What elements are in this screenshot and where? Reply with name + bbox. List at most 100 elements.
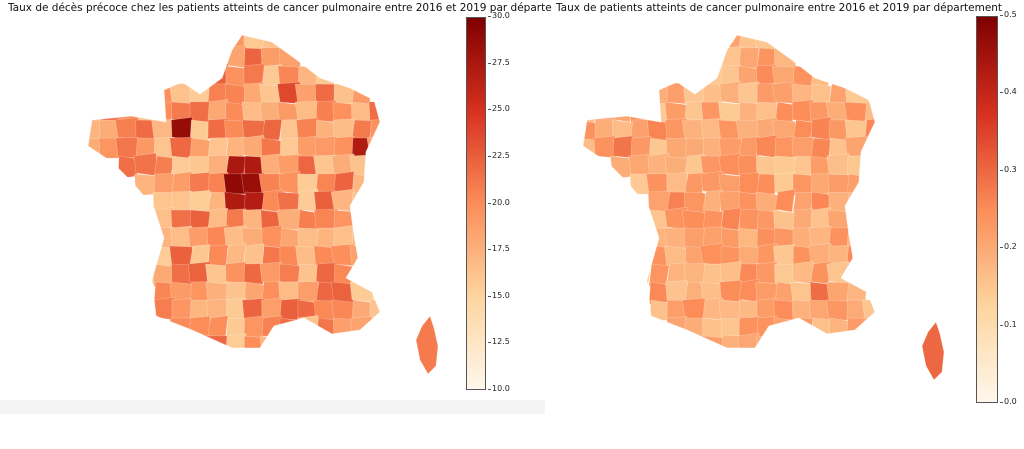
department-region <box>720 207 742 231</box>
department-region <box>864 134 875 159</box>
department-region <box>665 279 689 303</box>
department-region <box>844 83 870 106</box>
department-region <box>351 261 373 285</box>
colorbar-tick: 0.1 <box>1000 319 1017 329</box>
colorbar-tick: 20.0 <box>488 197 510 207</box>
department-region <box>153 173 175 195</box>
department-region <box>259 335 285 348</box>
department-region <box>792 155 814 178</box>
colorbar-tick: 15.0 <box>488 290 510 300</box>
department-region <box>846 191 868 216</box>
department-region <box>612 99 634 123</box>
department-region <box>261 315 283 339</box>
department-region <box>666 172 688 195</box>
department-region <box>702 63 724 87</box>
department-region <box>792 317 814 339</box>
department-region <box>810 317 832 341</box>
colorbar-early-death: 10.0 12.5 15.0 17.5 20.0 22.5 25.0 27.5 … <box>466 11 526 393</box>
department-region <box>846 280 868 303</box>
france-map-early-death <box>87 34 439 375</box>
department-region <box>738 208 760 231</box>
france-outline <box>87 34 381 349</box>
department-region <box>279 298 301 321</box>
department-region <box>297 227 319 250</box>
corsica-region <box>415 315 439 375</box>
department-region <box>864 100 875 123</box>
department-region <box>171 190 193 213</box>
colorbar-tick: 0.0 <box>1000 397 1017 406</box>
department-region <box>315 262 337 285</box>
department-region <box>207 137 229 159</box>
department-region <box>719 279 743 303</box>
department-region <box>315 317 337 341</box>
department-region <box>773 317 797 341</box>
department-region <box>351 119 373 142</box>
colorbar-gradient <box>466 17 486 390</box>
colorbar-tick: 27.5 <box>488 57 510 67</box>
france-map-patient-rate <box>582 34 945 381</box>
department-region <box>333 83 355 105</box>
department-region <box>738 47 760 69</box>
department-region <box>828 226 850 249</box>
department-region <box>189 315 211 339</box>
department-region <box>666 316 688 339</box>
department-region <box>846 227 868 249</box>
department-region <box>207 244 229 267</box>
department-region <box>351 191 373 213</box>
map-panel-patient-rate: Taux de patients atteints de cancer pulm… <box>552 0 1024 412</box>
department-region <box>369 298 380 321</box>
department-region <box>720 335 742 348</box>
department-region <box>243 263 265 285</box>
department-region <box>756 173 778 195</box>
department-region <box>171 171 193 195</box>
department-region <box>630 263 652 285</box>
department-region <box>189 172 211 195</box>
colorbar-tick: 0.5 <box>1000 10 1017 19</box>
department-region <box>863 317 875 341</box>
department-region <box>243 315 265 339</box>
department-region <box>738 81 760 105</box>
colorbar-tick: 12.5 <box>488 337 510 347</box>
department-region <box>846 155 868 177</box>
department-region <box>369 317 380 339</box>
department-region <box>243 35 265 51</box>
corsica-region <box>921 321 945 381</box>
colorbar-tick: 0.3 <box>1000 164 1017 174</box>
department-region <box>792 208 814 231</box>
department-region <box>225 333 247 348</box>
department-region <box>297 281 319 303</box>
department-regions <box>583 35 875 348</box>
colorbar-tick: 17.5 <box>488 244 510 254</box>
department-region <box>684 317 706 339</box>
department-region <box>225 261 247 285</box>
department-region <box>810 116 832 141</box>
map-title-patient-rate: Taux de patients atteints de cancer pulm… <box>556 2 1003 14</box>
bottom-strip <box>0 400 545 414</box>
department-region <box>791 136 815 159</box>
department-region <box>133 152 159 177</box>
department-region <box>135 101 157 123</box>
department-region <box>189 119 211 143</box>
department-region <box>261 118 283 141</box>
department-region <box>207 315 229 339</box>
department-region <box>315 227 337 249</box>
colorbar-gradient <box>976 16 998 403</box>
department-region <box>702 335 724 348</box>
department-region <box>171 298 193 321</box>
colorbar-tick: 30.0 <box>488 11 510 20</box>
colorbar-tick: 25.0 <box>488 104 510 114</box>
colorbar-patient-rate: 0.0 0.1 0.2 0.3 0.4 0.5 <box>976 10 1024 406</box>
department-region <box>612 135 634 159</box>
department-region <box>737 332 761 348</box>
department-region <box>207 63 229 87</box>
colorbar-tick: 22.5 <box>488 150 510 160</box>
department-region <box>243 243 265 267</box>
map-title-early-death: Taux de décès précoce chez les patients … <box>8 2 580 14</box>
department-region <box>684 263 706 285</box>
department-region <box>846 262 868 285</box>
department-region <box>349 244 375 267</box>
map-panel-early-death: Taux de décès précoce chez les patients … <box>0 0 579 414</box>
department-region <box>861 299 875 321</box>
department-region <box>756 335 778 348</box>
department-region <box>738 172 760 195</box>
